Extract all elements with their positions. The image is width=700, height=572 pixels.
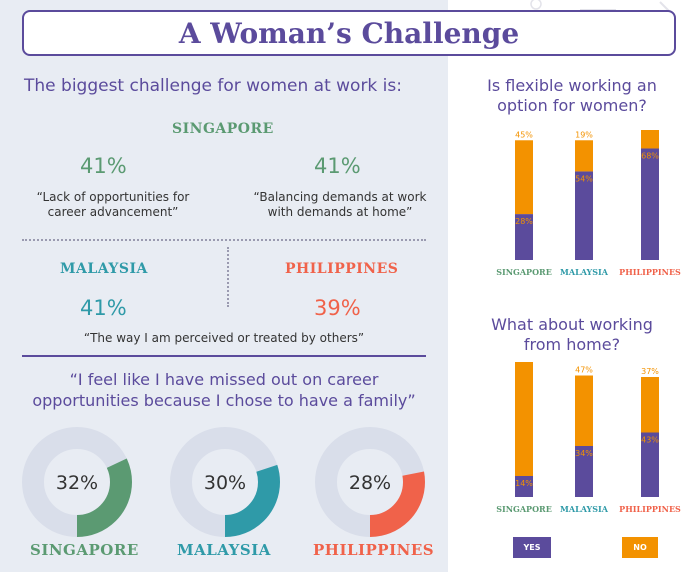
singapore-quote-1: “Lack of opportunities for career advanc…: [36, 190, 190, 219]
singapore-quote-2: “Balancing demands at work with demands …: [253, 190, 427, 219]
bar-no-2: [641, 130, 659, 149]
legend-yes-label: YES: [523, 543, 541, 552]
bar-no-1: [575, 140, 593, 172]
donut-segment-1: [170, 427, 280, 537]
legend-no-label: NO: [633, 543, 647, 552]
bar-yes-label-2: 68%: [641, 151, 659, 160]
bar-yes-label-2: 43%: [641, 436, 659, 445]
malaysia-heading: MALAYSIA: [60, 261, 148, 277]
philippines-pct: 39%: [314, 296, 361, 320]
bar-yes-0: [515, 214, 533, 260]
bar-yes-2: [641, 148, 659, 260]
wfh-chart: 14%77%SINGAPORE34%47%MALAYSIA43%37%PHILI…: [496, 362, 681, 514]
bar-yes-label-1: 54%: [575, 174, 593, 183]
singapore-heading: SINGAPORE: [172, 121, 274, 137]
bar-yes-label-0: 14%: [515, 479, 533, 488]
donut-label-philippines: PHILIPPINES: [313, 541, 435, 559]
flexible-question: Is flexible working an option for women?: [487, 76, 657, 115]
bar-yes-0: [515, 476, 533, 497]
bar-yes-1: [575, 171, 593, 260]
donut-charts: 32% 30% 28%: [22, 427, 425, 537]
donut-label-singapore: SINGAPORE: [30, 541, 139, 559]
bar-no-label-1: 47%: [575, 366, 593, 375]
bar-category-label-1: MALAYSIA: [560, 267, 609, 277]
donut-value-label-2: 28%: [349, 472, 391, 494]
flexible-working-chart: 28%45%SINGAPORE54%19%MALAYSIA68%13%PHILI…: [496, 130, 681, 277]
divider-dotted: [22, 239, 426, 241]
wfh-question: What about working from home?: [491, 315, 653, 354]
donut-segment-0: [22, 427, 132, 537]
philippines-heading: PHILIPPINES: [285, 261, 399, 277]
donut-segment-2: [315, 427, 425, 537]
bar-no-0: [515, 362, 533, 476]
legend-no: NO: [622, 537, 658, 558]
malaysia-pct: 41%: [80, 296, 127, 320]
bar-no-1: [575, 375, 593, 446]
bar-yes-2: [641, 432, 659, 497]
page-title: A Woman’s Challenge: [178, 16, 520, 50]
bar-yes-label-0: 28%: [515, 217, 533, 226]
singapore-pct-2: 41%: [314, 154, 361, 178]
bar-category-label-1: MALAYSIA: [560, 504, 609, 514]
bar-yes-label-1: 34%: [575, 449, 593, 458]
singapore-pct-1: 41%: [80, 154, 127, 178]
divider-dotted-vertical: [227, 247, 229, 307]
left-panel-background: [0, 0, 448, 572]
donut-value-label-1: 30%: [204, 472, 246, 494]
legend-yes: YES: [513, 537, 551, 558]
bar-no-2: [641, 377, 659, 433]
bar-category-label-0: SINGAPORE: [496, 504, 552, 514]
donut-label-malaysia: MALAYSIA: [177, 541, 271, 559]
donut-value-label-0: 32%: [56, 472, 98, 494]
family-quote: “I feel like I have missed out on career…: [32, 370, 416, 410]
bar-no-label-0: 45%: [515, 130, 533, 139]
bar-category-label-0: SINGAPORE: [496, 267, 552, 277]
shared-quote: “The way I am perceived or treated by ot…: [83, 331, 365, 345]
bar-no-label-2: 37%: [641, 367, 659, 376]
divider-solid: [22, 355, 426, 357]
title-banner: A Woman’s Challenge: [22, 10, 676, 56]
challenge-question: The biggest challenge for women at work …: [24, 76, 402, 96]
bar-yes-1: [575, 446, 593, 497]
bar-no-0: [515, 140, 533, 215]
bar-no-label-1: 19%: [575, 130, 593, 139]
bar-category-label-2: PHILIPPINES: [619, 504, 681, 514]
bar-category-label-2: PHILIPPINES: [619, 267, 681, 277]
